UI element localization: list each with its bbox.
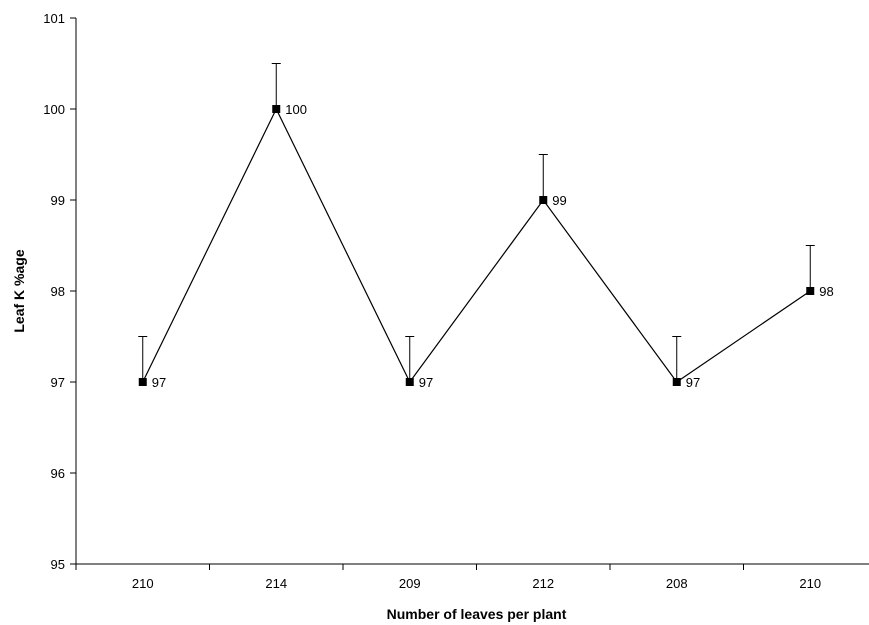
y-axis-title: Leaf K %age bbox=[11, 249, 27, 332]
data-point bbox=[272, 105, 281, 113]
data-point bbox=[806, 287, 815, 295]
x-axis-ticks: 210 214 209 212 208 210 bbox=[75, 564, 821, 591]
y-tick-label: 96 bbox=[51, 466, 65, 481]
data-label: 100 bbox=[285, 102, 307, 117]
series-line-path bbox=[142, 107, 811, 384]
x-tick-label: 210 bbox=[132, 576, 154, 591]
y-axis-ticks: 95 96 97 98 99 100 101 bbox=[43, 11, 76, 572]
x-tick-label: 210 bbox=[799, 576, 821, 591]
y-tick-label: 98 bbox=[51, 284, 65, 299]
data-label: 97 bbox=[686, 375, 700, 390]
data-point bbox=[672, 378, 681, 386]
x-tick-label: 214 bbox=[265, 576, 287, 591]
data-labels: 97 100 97 99 97 98 bbox=[152, 102, 834, 390]
data-label: 99 bbox=[552, 193, 566, 208]
x-tick-label: 208 bbox=[666, 576, 688, 591]
x-tick-label: 209 bbox=[399, 576, 421, 591]
data-label: 97 bbox=[419, 375, 433, 390]
x-axis-title: Number of leaves per plant bbox=[387, 606, 567, 622]
data-point bbox=[405, 378, 414, 386]
y-tick-label: 99 bbox=[51, 193, 65, 208]
data-point bbox=[138, 378, 147, 386]
error-bars bbox=[138, 63, 815, 382]
data-markers bbox=[138, 105, 815, 386]
data-point bbox=[539, 196, 548, 204]
x-tick-label: 212 bbox=[532, 576, 554, 591]
y-tick-label: 97 bbox=[51, 375, 65, 390]
y-tick-label: 100 bbox=[43, 102, 65, 117]
data-label: 97 bbox=[152, 375, 166, 390]
y-tick-label: 101 bbox=[43, 11, 65, 26]
y-tick-label: 95 bbox=[51, 557, 65, 572]
data-label: 98 bbox=[819, 284, 833, 299]
series-line bbox=[142, 107, 811, 384]
axes bbox=[75, 18, 869, 565]
